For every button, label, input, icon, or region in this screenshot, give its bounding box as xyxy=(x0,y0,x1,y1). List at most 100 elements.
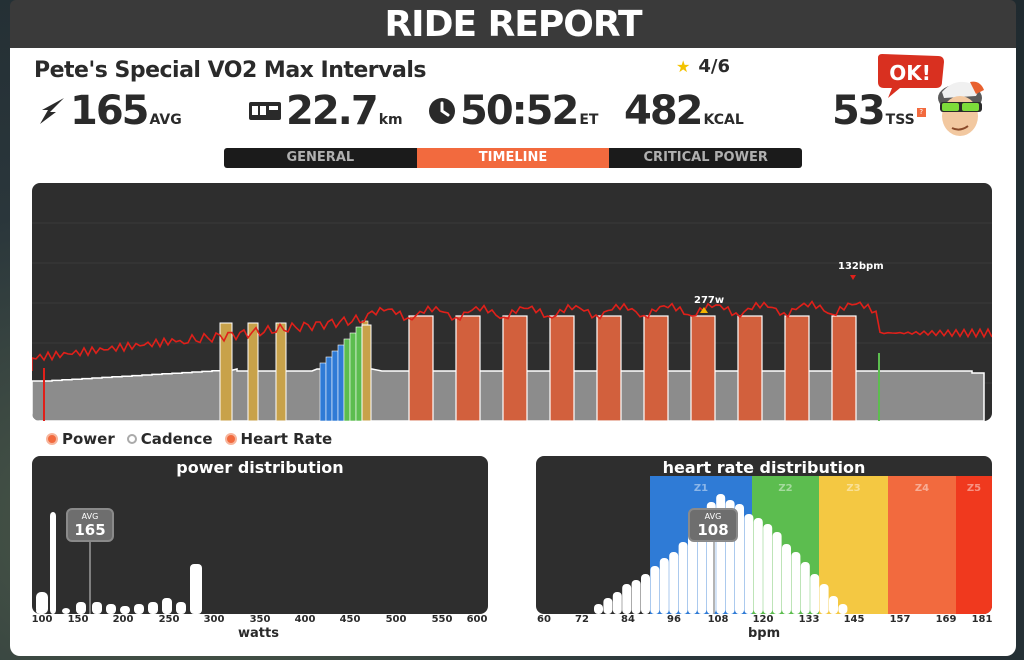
ramp-step xyxy=(349,332,357,421)
heart-rate-line xyxy=(32,300,992,371)
hr-bar xyxy=(838,604,848,614)
power-bar xyxy=(190,564,202,614)
avg-caption: AVG xyxy=(704,512,722,521)
hr-bar xyxy=(622,584,632,614)
legend-power[interactable]: Power xyxy=(46,430,115,448)
warmup-block xyxy=(219,322,233,421)
stat-tss: 53 TSS ? xyxy=(832,88,926,134)
ramp-step xyxy=(325,356,333,421)
hr-zone-band xyxy=(956,476,992,614)
interval-blocks xyxy=(219,315,880,421)
power-x-label: watts xyxy=(238,626,279,641)
power-bar xyxy=(50,512,56,614)
hr-bar xyxy=(791,552,801,614)
tss-unit: TSS xyxy=(885,112,915,128)
radio-on-icon xyxy=(224,433,237,445)
hr-bar xyxy=(782,544,791,614)
legend-cadence[interactable]: Cadence xyxy=(126,430,213,448)
tss-help-icon[interactable]: ? xyxy=(916,108,926,117)
ramp-step xyxy=(337,344,345,421)
power-avg-badge: AVG 165 xyxy=(66,508,114,542)
tab-general[interactable]: GENERAL xyxy=(286,150,355,165)
x-tick: 108 xyxy=(707,614,729,625)
legend-heart-rate[interactable]: Heart Rate xyxy=(224,430,333,448)
interval-block xyxy=(831,315,857,421)
energy-value: 482 xyxy=(624,88,703,134)
hr-zone-band xyxy=(888,476,956,614)
x-tick: 120 xyxy=(752,614,774,625)
warmup-block xyxy=(275,322,287,421)
timeline-legend: Power Cadence Heart Rate xyxy=(46,430,332,448)
x-tick: 350 xyxy=(249,614,271,625)
hr-zone-label: Z1 xyxy=(694,483,708,494)
hr-zone-label: Z2 xyxy=(778,483,792,494)
tab-timeline[interactable]: TIMELINE xyxy=(416,148,610,168)
tab-critical-power[interactable]: CRITICAL POWER xyxy=(643,150,768,165)
time-value: 50:52 xyxy=(460,88,579,134)
hr-bar xyxy=(678,542,688,614)
power-bar xyxy=(36,592,48,614)
legend-label: Cadence xyxy=(140,430,213,448)
ride-report-card: Pete's Special VO2 Max Intervals ★ 4/6 16… xyxy=(10,48,1016,656)
avg-value: 165 xyxy=(74,521,106,539)
hr-zone-label: Z4 xyxy=(915,483,929,494)
x-tick: 550 xyxy=(431,614,453,625)
peak-hr-label: 132bpm xyxy=(838,261,884,272)
x-tick: 200 xyxy=(112,614,134,625)
power-value: 165 xyxy=(70,88,149,134)
hr-bar xyxy=(669,552,679,614)
stat-time: 50:52 ET xyxy=(428,88,598,134)
hr-bar xyxy=(641,574,650,614)
interval-block xyxy=(596,315,622,421)
power-bar xyxy=(92,602,102,614)
hr-bar xyxy=(631,580,641,614)
x-tick: 84 xyxy=(621,614,635,625)
power-bar xyxy=(162,598,172,614)
hr-bar xyxy=(594,604,603,614)
ramp-step xyxy=(343,338,351,421)
clock-icon xyxy=(429,98,455,124)
x-tick: 600 xyxy=(466,614,488,625)
hr-bar xyxy=(612,592,622,614)
interval-block xyxy=(455,315,481,421)
interval-block xyxy=(549,315,575,421)
power-bar xyxy=(62,608,70,614)
interval-block xyxy=(408,315,434,421)
interval-block xyxy=(737,315,763,421)
x-tick: 72 xyxy=(575,614,589,625)
interval-block xyxy=(502,315,528,421)
page-title: RIDE REPORT xyxy=(384,4,642,45)
hr-distribution-chart: Z1 Z2 Z3 Z4 Z5 xyxy=(594,476,992,614)
hr-bar xyxy=(829,596,838,614)
hr-bar xyxy=(800,562,810,614)
legend-label: Heart Rate xyxy=(240,430,333,448)
legend-label: Power xyxy=(62,430,115,448)
power-distribution-panel: power distribution AVG 165 xyxy=(32,456,488,614)
stat-power: 165 AVG xyxy=(38,88,182,134)
distance-unit: km xyxy=(378,112,403,128)
power-distribution-title: power distribution xyxy=(176,458,344,477)
hr-distribution-panel: heart rate distribution Z1 Z2 Z3 Z4 Z5 AVG 1… xyxy=(536,456,992,614)
avg-value: 108 xyxy=(697,521,729,539)
hr-bar xyxy=(819,584,829,614)
warmup-block xyxy=(247,322,259,421)
peak-power-label: 277w xyxy=(694,295,724,306)
x-tick: 150 xyxy=(67,614,89,625)
power-bar xyxy=(106,604,116,614)
x-tick: 96 xyxy=(667,614,681,625)
peak-power-marker xyxy=(700,307,708,313)
ramp-step xyxy=(331,350,339,421)
timeline-chart[interactable]: 277w 132bpm xyxy=(32,183,992,421)
hr-avg-badge: AVG 108 xyxy=(688,508,738,542)
x-tick: 300 xyxy=(203,614,225,625)
time-unit: ET xyxy=(579,112,599,128)
hr-zone-band xyxy=(819,476,888,614)
rating-value: 4/6 xyxy=(698,56,730,77)
hr-bar xyxy=(772,532,782,614)
mascot-speech: OK! xyxy=(889,61,931,85)
power-unit: AVG xyxy=(149,112,182,128)
interval-block xyxy=(784,315,810,421)
interval-block xyxy=(690,315,716,421)
avg-caption: AVG xyxy=(81,512,99,521)
hr-bar xyxy=(659,558,669,614)
